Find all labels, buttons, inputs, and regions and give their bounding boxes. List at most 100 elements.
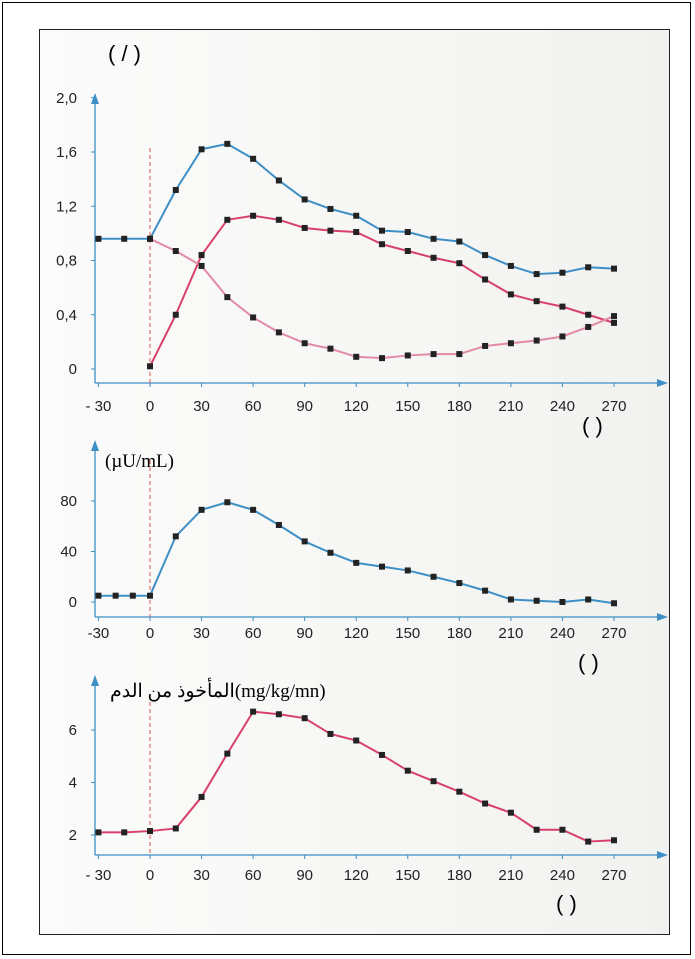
chart2-series-blue-point (379, 563, 385, 570)
chart2-series-blue-line (98, 501, 615, 605)
chart1-x-tick-label: 180 (447, 398, 472, 415)
chart2-x-tick-label: 270 (601, 625, 626, 642)
chart2-series-blue-point (224, 499, 231, 506)
chart2-series-blue-point (95, 592, 102, 599)
chart3-series-red-point (95, 829, 102, 836)
chart1-series-red-point (585, 311, 592, 318)
figure-panel (39, 29, 670, 935)
chart1-series-red-point (533, 298, 540, 305)
chart1-series-pink-point (430, 351, 437, 358)
chart3-series-red-line (98, 710, 615, 843)
chart3-x-axis-label: ( ) (556, 891, 577, 916)
chart1-series-pink-point (172, 248, 179, 255)
chart3-x-tick-label: 180 (447, 867, 472, 884)
chart3-series-red-point (327, 730, 334, 737)
chart1-y-tick-label: 0,8 (56, 253, 77, 270)
chart1-y-tick-label: 2,0 (56, 90, 77, 107)
chart2-series-blue-point (533, 597, 540, 604)
chart1-series-red-point (275, 216, 282, 223)
chart2-x-tick-label: 60 (245, 625, 262, 642)
chart2-x-tick-label: -30 (88, 625, 110, 642)
chart1-series-pink-point (533, 337, 540, 344)
chart1-x-tick-label: - 30 (86, 398, 112, 415)
chart3-y-axis-label: المأخوذ من الدم(mg/kg/mn) (110, 677, 326, 702)
chart1-series-blue-point (224, 140, 231, 147)
chart1-series-blue-point (611, 265, 617, 272)
chart2-y-tick-label: 0 (69, 594, 77, 611)
chart1-series-red-point (611, 319, 617, 326)
chart2-x-tick-label: 240 (550, 625, 575, 642)
chart1-series-blue-point (172, 186, 179, 193)
chart3-x-tick-label: 240 (550, 867, 575, 884)
chart1-x-tick-label: 90 (296, 398, 313, 415)
chart1-series-blue-point (250, 155, 257, 162)
chart1-series-blue-point (301, 196, 308, 203)
chart2-x-axis-label: ( ) (578, 650, 599, 675)
chart1-series-pink-point (250, 314, 257, 321)
chart2-x-tick-label: 180 (447, 625, 472, 642)
chart1-series-pink-point (147, 235, 153, 242)
chart3-series-red-point (147, 828, 153, 835)
chart1-series-pink-line (149, 237, 615, 360)
chart3-series-red-point (224, 750, 231, 757)
chart2-series-blue-point (301, 538, 308, 545)
chart3-y-tick-label: 2 (69, 827, 77, 844)
chart3-x-tick-label: - 30 (86, 867, 112, 884)
chart1-series-blue-point (353, 212, 360, 219)
chart1-series-pink-point (482, 342, 489, 349)
chart1-x-tick-label: 120 (344, 398, 369, 415)
chart3-x-tick-label: 270 (601, 867, 626, 884)
chart1-series-pink-point (198, 262, 205, 269)
chart2-x-tick-label: 0 (146, 625, 154, 642)
chart2-y-tick-label: 40 (60, 544, 77, 561)
chart3-x-tick-label: 60 (245, 867, 262, 884)
chart1-series-red-point (456, 260, 463, 267)
chart1-series-pink-point (224, 294, 231, 301)
chart1-series-blue-point (121, 235, 128, 242)
chart1-series-pink-point (404, 352, 411, 359)
chart3-x-tick-label: 30 (193, 867, 210, 884)
chart3-series-red-point (353, 737, 360, 744)
chart1-series-red-point (301, 224, 308, 231)
chart3-series-red-point (507, 809, 514, 816)
chart3-y-axis-arrow (91, 675, 99, 686)
chart1-series-pink-point (353, 353, 360, 360)
chart1-series-blue-point (559, 269, 566, 276)
chart3-series-red-point (250, 708, 257, 715)
chart1-series-red-point (224, 216, 231, 223)
chart3-series-red-point (198, 793, 205, 800)
chart1-series-red-point (430, 254, 437, 261)
chart2-series-blue-point (198, 506, 205, 513)
chart1-series-blue-point (482, 252, 489, 259)
chart1-series-pink-point (327, 345, 334, 352)
chart1-series-red-point (198, 252, 205, 259)
chart3-series-red-point (533, 826, 540, 833)
chart1-series-blue-point (456, 238, 463, 245)
chart1-x-tick-label: 0 (146, 398, 154, 415)
chart3-series-red-point (121, 829, 128, 836)
chart1-x-axis-label: ( ) (582, 413, 603, 438)
chart3-x-tick-label: 210 (498, 867, 523, 884)
chart1-series-blue-point (327, 205, 334, 212)
chart1-y-tick-label: 1,6 (56, 144, 77, 161)
chart2-series-blue-point (112, 592, 119, 599)
chart1-series-blue-point (533, 271, 540, 278)
chart2-series-blue-point (147, 592, 153, 599)
chart3-x-tick-label: 120 (344, 867, 369, 884)
chart3-series-red-point (275, 711, 282, 718)
chart2-series-blue-point (250, 506, 257, 513)
chart1-y-tick-label: 0 (69, 361, 77, 378)
chart2-series-blue-point (585, 596, 592, 603)
chart1-series-pink-point (507, 340, 514, 347)
chart1-x-tick-label: 270 (601, 398, 626, 415)
chart3-series-red-point (482, 800, 489, 807)
chart3-x-tick-label: 0 (146, 867, 154, 884)
chart1-series-blue-point (404, 229, 411, 236)
chart1-series-red-point (379, 241, 385, 248)
chart1-x-axis-arrow (657, 379, 668, 387)
chart1-series-red-point (507, 291, 514, 298)
chart1-y-axis-arrow (91, 93, 99, 104)
chart1-series-red-point (559, 303, 566, 310)
